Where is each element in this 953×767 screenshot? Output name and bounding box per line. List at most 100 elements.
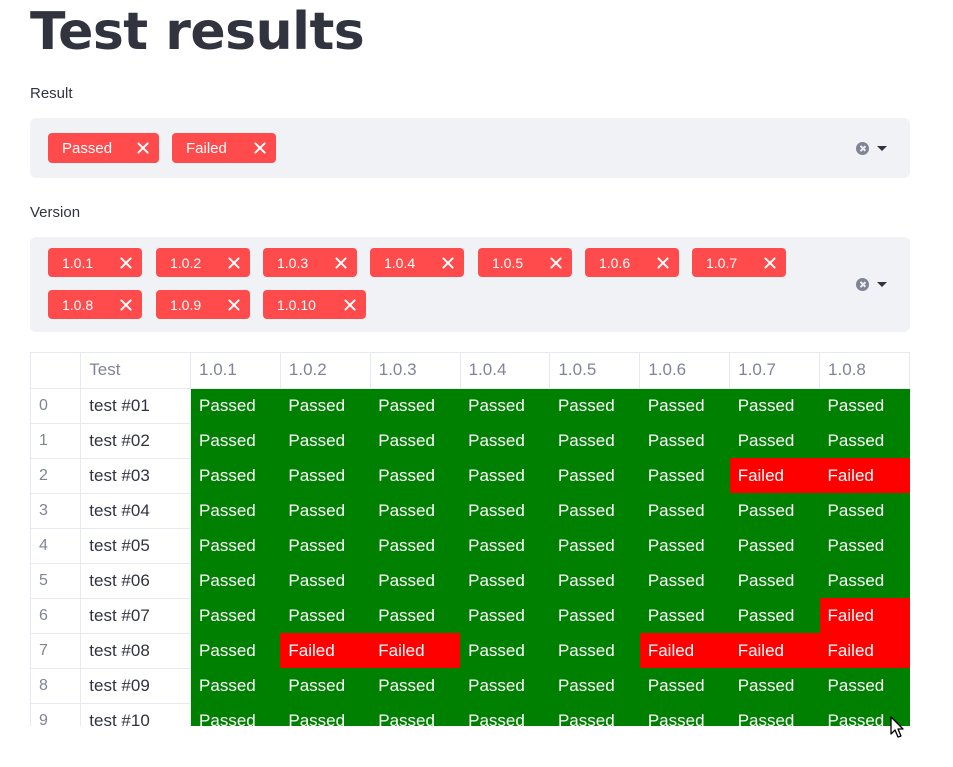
result-cell[interactable]: Passed xyxy=(549,458,640,493)
test-name-cell[interactable]: test #10 xyxy=(80,703,192,726)
result-cell[interactable]: Passed xyxy=(819,388,910,423)
result-cell[interactable]: Passed xyxy=(460,458,550,493)
close-icon[interactable] xyxy=(119,298,132,311)
result-cell[interactable]: Passed xyxy=(639,703,730,726)
result-cell[interactable]: Passed xyxy=(729,563,820,598)
results-table[interactable]: Test 1.0.1 1.0.2 1.0.3 1.0.4 1.0.5 1.0.6 1.0.7 1… xyxy=(30,352,910,726)
result-cell[interactable]: Passed xyxy=(819,528,910,563)
row-index[interactable]: 8 xyxy=(31,668,82,704)
row-index[interactable]: 4 xyxy=(31,528,82,564)
test-name-cell[interactable]: test #05 xyxy=(80,528,192,564)
chevron-down-icon[interactable] xyxy=(877,282,887,287)
result-cell[interactable]: Passed xyxy=(549,598,640,633)
result-cell[interactable]: Passed xyxy=(460,633,550,668)
test-name-cell[interactable]: test #09 xyxy=(80,668,192,704)
result-cell[interactable]: Passed xyxy=(190,423,281,458)
result-cell[interactable]: Passed xyxy=(370,458,461,493)
row-index[interactable]: 1 xyxy=(31,423,82,459)
close-icon[interactable] xyxy=(334,256,347,269)
result-cell[interactable]: Passed xyxy=(370,493,461,528)
result-cell[interactable]: Passed xyxy=(280,388,371,423)
result-cell[interactable]: Passed xyxy=(729,703,820,726)
column-header-version[interactable]: 1.0.4 xyxy=(460,353,551,389)
result-cell[interactable]: Passed xyxy=(729,493,820,528)
result-cell[interactable]: Passed xyxy=(639,563,730,598)
chevron-down-icon[interactable] xyxy=(877,146,887,151)
chip-version[interactable]: 1.0.2 xyxy=(156,248,250,277)
result-cell[interactable]: Failed xyxy=(819,598,910,633)
result-cell[interactable]: Passed xyxy=(460,598,550,633)
result-cell[interactable]: Failed xyxy=(729,633,820,668)
result-cell[interactable]: Passed xyxy=(729,528,820,563)
result-cell[interactable]: Passed xyxy=(460,423,550,458)
column-header-index[interactable] xyxy=(31,353,82,389)
column-header-version[interactable]: 1.0.7 xyxy=(729,353,821,389)
row-index[interactable]: 7 xyxy=(31,633,82,669)
result-cell[interactable]: Passed xyxy=(549,493,640,528)
result-cell[interactable]: Passed xyxy=(280,668,371,703)
chip-version[interactable]: 1.0.9 xyxy=(156,290,250,319)
result-cell[interactable]: Passed xyxy=(190,528,281,563)
close-icon[interactable] xyxy=(549,256,562,269)
row-index[interactable]: 3 xyxy=(31,493,82,529)
result-cell[interactable]: Passed xyxy=(280,493,371,528)
close-icon[interactable] xyxy=(441,256,454,269)
close-icon[interactable] xyxy=(343,298,356,311)
result-cell[interactable]: Passed xyxy=(460,528,550,563)
result-cell[interactable]: Passed xyxy=(819,703,910,726)
test-name-cell[interactable]: test #06 xyxy=(80,563,192,599)
result-cell[interactable]: Passed xyxy=(639,388,730,423)
result-cell[interactable]: Passed xyxy=(190,493,281,528)
result-cell[interactable]: Passed xyxy=(549,633,640,668)
row-index[interactable]: 6 xyxy=(31,598,82,634)
result-cell[interactable]: Passed xyxy=(190,563,281,598)
close-icon[interactable] xyxy=(227,298,240,311)
result-cell[interactable]: Passed xyxy=(639,528,730,563)
result-cell[interactable]: Failed xyxy=(819,633,910,668)
result-cell[interactable]: Passed xyxy=(639,668,730,703)
result-cell[interactable]: Passed xyxy=(190,633,281,668)
result-cell[interactable]: Passed xyxy=(819,493,910,528)
test-name-cell[interactable]: test #07 xyxy=(80,598,192,634)
result-cell[interactable]: Passed xyxy=(460,668,550,703)
result-cell[interactable]: Passed xyxy=(819,423,910,458)
test-name-cell[interactable]: test #02 xyxy=(80,423,192,459)
result-cell[interactable]: Passed xyxy=(819,563,910,598)
result-cell[interactable]: Passed xyxy=(639,493,730,528)
chip-version[interactable]: 1.0.8 xyxy=(48,290,142,319)
chip-version[interactable]: 1.0.1 xyxy=(48,248,142,277)
column-header-version[interactable]: 1.0.8 xyxy=(819,353,910,389)
column-header-version[interactable]: 1.0.3 xyxy=(370,353,461,389)
result-cell[interactable]: Passed xyxy=(729,388,820,423)
column-header-version[interactable]: 1.0.6 xyxy=(639,353,731,389)
chip-version[interactable]: 1.0.6 xyxy=(585,248,679,277)
chip-version[interactable]: 1.0.4 xyxy=(370,248,464,277)
result-cell[interactable]: Passed xyxy=(190,668,281,703)
close-icon[interactable] xyxy=(119,256,132,269)
result-cell[interactable]: Passed xyxy=(190,458,281,493)
close-icon[interactable] xyxy=(656,256,669,269)
result-cell[interactable]: Passed xyxy=(729,668,820,703)
close-icon[interactable] xyxy=(763,256,776,269)
test-name-cell[interactable]: test #01 xyxy=(80,388,192,424)
result-cell[interactable]: Passed xyxy=(460,563,550,598)
version-multiselect[interactable]: 1.0.1 1.0.2 1.0.3 1.0.4 1.0.5 1.0.6 1.0.… xyxy=(30,237,910,332)
result-cell[interactable]: Passed xyxy=(549,703,640,726)
chip-passed[interactable]: Passed xyxy=(48,133,159,163)
close-icon[interactable] xyxy=(136,142,149,155)
result-cell[interactable]: Passed xyxy=(549,528,640,563)
result-cell[interactable]: Passed xyxy=(549,668,640,703)
chip-version[interactable]: 1.0.5 xyxy=(478,248,572,277)
result-cell[interactable]: Passed xyxy=(460,493,550,528)
result-cell[interactable]: Passed xyxy=(370,528,461,563)
test-name-cell[interactable]: test #03 xyxy=(80,458,192,494)
result-cell[interactable]: Passed xyxy=(639,423,730,458)
result-cell[interactable]: Passed xyxy=(280,528,371,563)
test-name-cell[interactable]: test #04 xyxy=(80,493,192,529)
result-cell[interactable]: Passed xyxy=(370,598,461,633)
result-cell[interactable]: Passed xyxy=(819,668,910,703)
close-icon[interactable] xyxy=(253,142,266,155)
column-header-version[interactable]: 1.0.5 xyxy=(549,353,641,389)
clear-all-icon[interactable] xyxy=(856,278,869,291)
result-cell[interactable]: Passed xyxy=(549,423,640,458)
